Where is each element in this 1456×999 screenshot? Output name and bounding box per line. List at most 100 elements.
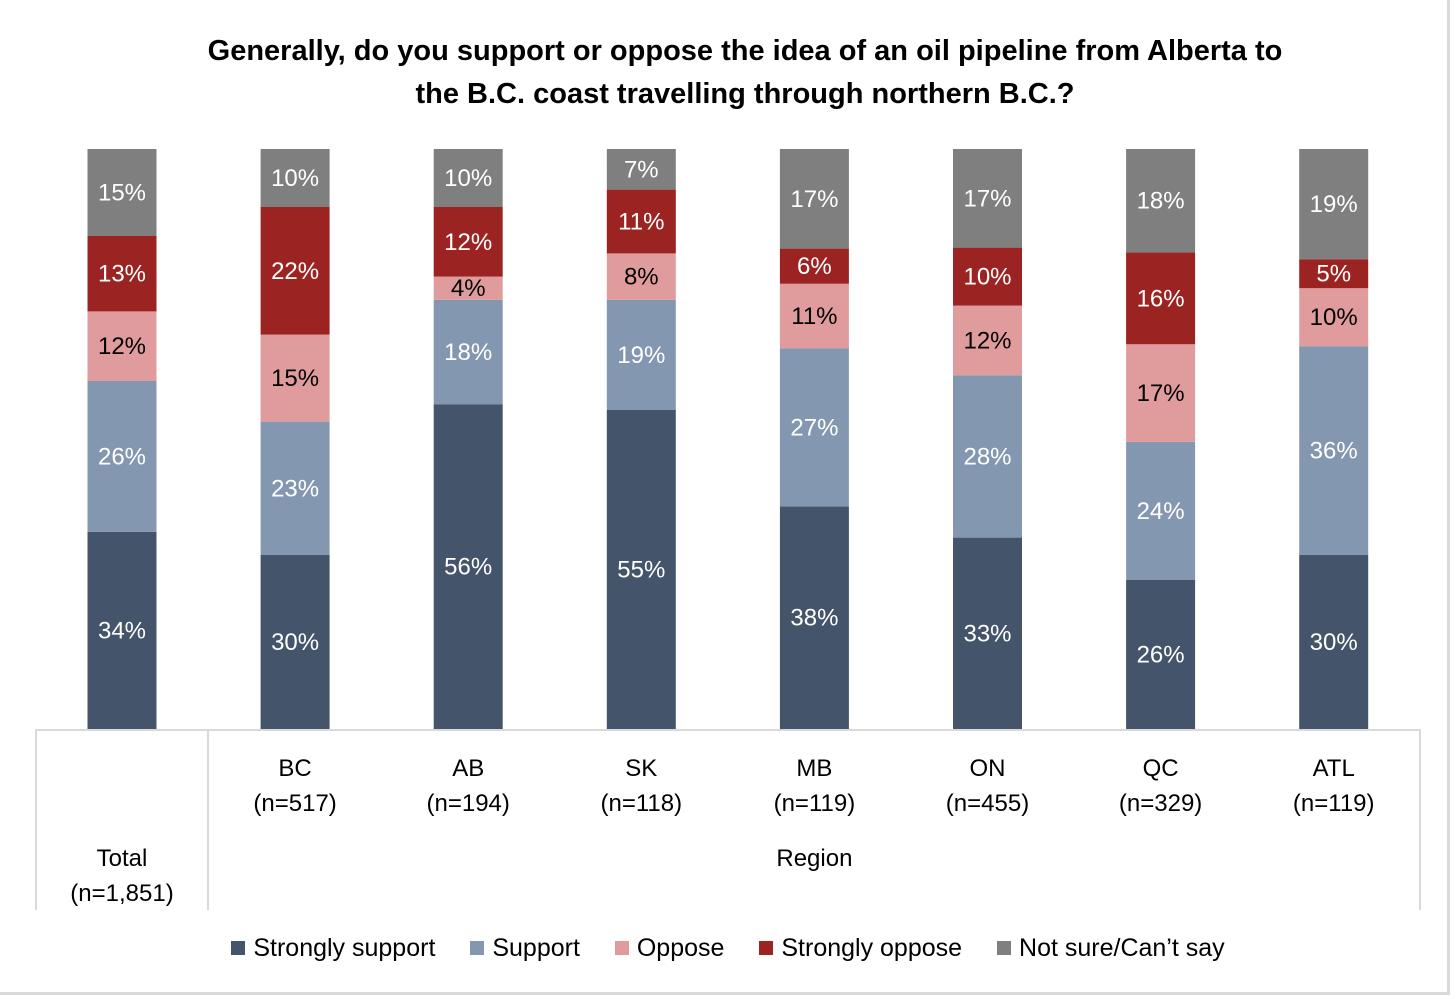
bar-atl-strongly-oppose — [1299, 259, 1369, 289]
data-label-total-oppose: 12% — [98, 333, 146, 360]
bar-bc-support — [260, 421, 330, 555]
category-label-on: ON — [970, 755, 1006, 782]
category-label-mb-n: (n=119) — [774, 790, 856, 817]
bar-atl-not-sure-can-t-say — [1299, 149, 1369, 260]
chart-title-line-2: the B.C. coast travelling through northe… — [415, 78, 1075, 110]
bar-bc-not-sure-can-t-say — [260, 149, 330, 207]
data-label-atl-not-sure-can-t-say: 19% — [1310, 191, 1358, 218]
bar-on-oppose — [953, 305, 1022, 376]
data-label-ab-strongly-support: 56% — [444, 554, 492, 581]
bar-mb-strongly-oppose — [779, 248, 849, 284]
data-label-atl-oppose: 10% — [1310, 304, 1358, 331]
bar-on-support — [953, 375, 1022, 538]
bar-mb-support — [779, 348, 849, 507]
legend-item-oppose: Oppose — [614, 933, 725, 963]
bar-qc-oppose — [1126, 344, 1196, 442]
data-label-total-strongly-support: 34% — [98, 617, 146, 644]
bar-atl-oppose — [1299, 288, 1369, 347]
legend-item-strongly-oppose: Strongly oppose — [759, 934, 962, 963]
data-label-sk-strongly-support: 55% — [617, 557, 665, 584]
data-label-ab-oppose: 4% — [451, 275, 486, 302]
data-label-qc-strongly-support: 26% — [1137, 641, 1185, 668]
data-label-ab-support: 18% — [444, 339, 492, 366]
bar-mb-not-sure-can-t-say — [779, 149, 849, 249]
category-label-atl-n: (n=119) — [1293, 790, 1375, 817]
legend-label-strongly-support: Strongly support — [253, 933, 436, 962]
bar-sk-support — [606, 299, 676, 410]
chart-title-line-1: Generally, do you support or oppose the … — [207, 35, 1283, 67]
data-label-on-oppose: 12% — [963, 327, 1011, 354]
bar-sk-oppose — [606, 253, 676, 300]
data-label-on-strongly-support: 33% — [963, 620, 1011, 647]
bar-total-strongly-oppose — [87, 236, 157, 312]
legend: Strongly support Support Oppose Strongly… — [0, 933, 1456, 963]
category-label-bc-n: (n=517) — [253, 790, 336, 817]
bar-qc-strongly-oppose — [1126, 252, 1196, 345]
category-label-sk: SK — [625, 755, 657, 782]
data-label-bc-strongly-support: 30% — [271, 629, 319, 656]
group-label-region: Region — [776, 845, 852, 872]
data-label-bc-not-sure-can-t-say: 10% — [271, 165, 319, 192]
legend-label-oppose: Oppose — [636, 933, 725, 962]
data-label-mb-oppose: 11% — [791, 303, 837, 330]
data-label-mb-strongly-oppose: 6% — [797, 253, 832, 280]
data-label-sk-not-sure-can-t-say: 7% — [624, 156, 659, 183]
category-label-ab-n: (n=194) — [427, 790, 510, 817]
legend-swatch-support — [470, 941, 485, 955]
bar-sk-strongly-oppose — [606, 189, 676, 254]
bar-qc-not-sure-can-t-say — [1126, 149, 1196, 253]
category-label-sk-n: (n=118) — [600, 790, 682, 817]
bar-qc-support — [1126, 441, 1196, 580]
category-label-mb: MB — [796, 755, 832, 782]
data-label-on-not-sure-can-t-say: 17% — [963, 185, 1011, 212]
bar-total-support — [87, 381, 157, 532]
data-label-total-not-sure-can-t-say: 15% — [98, 180, 146, 207]
bar-total-oppose — [87, 311, 157, 381]
bar-bc-strongly-support — [260, 555, 330, 729]
legend-swatch-strongly-support — [231, 941, 246, 955]
legend-item-support: Support — [470, 934, 580, 963]
data-label-bc-oppose: 15% — [271, 365, 319, 392]
category-label-on-n: (n=455) — [946, 790, 1029, 817]
bar-total-strongly-support — [87, 531, 157, 729]
bar-mb-strongly-support — [779, 506, 849, 729]
legend-label-not-sure: Not sure/Can’t say — [1019, 933, 1225, 962]
bar-ab-support — [433, 299, 503, 405]
data-label-ab-not-sure-can-t-say: 10% — [444, 165, 492, 192]
data-label-qc-oppose: 17% — [1137, 380, 1185, 407]
data-label-qc-strongly-oppose: 16% — [1137, 285, 1185, 312]
data-label-total-support: 26% — [98, 443, 146, 470]
data-label-qc-support: 24% — [1137, 498, 1185, 525]
data-label-on-support: 28% — [963, 443, 1011, 470]
bar-on-not-sure-can-t-say — [953, 149, 1022, 248]
data-label-sk-support: 19% — [617, 342, 665, 369]
category-label-bc: BC — [278, 755, 311, 782]
bar-ab-oppose — [433, 276, 503, 300]
data-label-ab-strongly-oppose: 12% — [444, 229, 492, 256]
chart-title: Generally, do you support or oppose the … — [100, 30, 1390, 116]
data-label-mb-strongly-support: 38% — [790, 605, 838, 632]
bar-sk-strongly-support — [606, 410, 676, 729]
bar-ab-not-sure-can-t-say — [433, 149, 503, 207]
data-label-qc-not-sure-can-t-say: 18% — [1137, 188, 1185, 215]
category-label-atl: ATL — [1313, 755, 1355, 782]
data-label-bc-strongly-oppose: 22% — [271, 258, 319, 285]
data-label-mb-not-sure-can-t-say: 17% — [790, 186, 838, 213]
data-label-atl-strongly-oppose: 5% — [1316, 261, 1351, 288]
bar-sk-not-sure-can-t-say — [606, 149, 676, 190]
bar-ab-strongly-oppose — [433, 207, 503, 277]
legend-label-strongly-oppose: Strongly oppose — [781, 933, 963, 962]
legend-swatch-oppose — [614, 941, 629, 955]
bar-atl-strongly-support — [1299, 555, 1369, 729]
data-label-total-strongly-oppose: 13% — [98, 261, 146, 288]
category-label-total: Total — [97, 845, 148, 872]
data-label-on-strongly-oppose: 10% — [963, 264, 1011, 291]
bar-on-strongly-oppose — [953, 247, 1022, 306]
category-label-qc-n: (n=329) — [1119, 790, 1202, 817]
data-label-sk-oppose: 8% — [624, 264, 659, 291]
data-label-sk-strongly-oppose: 11% — [618, 209, 664, 236]
data-label-atl-support: 36% — [1310, 438, 1358, 465]
legend-item-strongly-support: Strongly support — [231, 934, 435, 963]
